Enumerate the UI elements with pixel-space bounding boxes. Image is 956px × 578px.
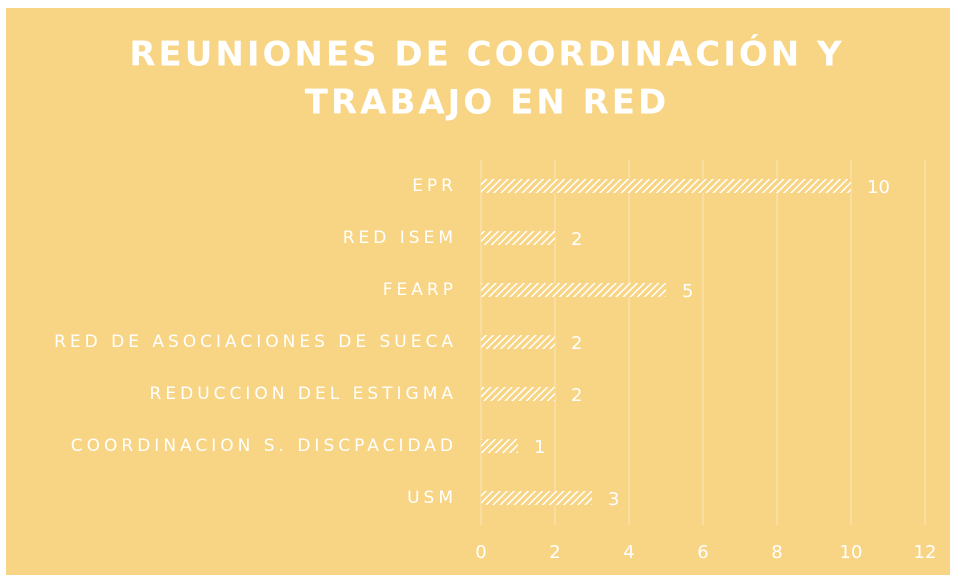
bar — [481, 179, 851, 193]
x-tick-label: 6 — [697, 542, 708, 563]
x-tick-label: 4 — [623, 542, 634, 563]
x-tick-label: 0 — [475, 542, 486, 563]
value-label: 5 — [682, 281, 693, 302]
chart-title: REUNIONES DE COORDINACIÓN Y — [129, 34, 844, 75]
x-tick-label: 10 — [840, 542, 863, 563]
x-tick-label: 2 — [549, 542, 560, 563]
bar — [481, 387, 555, 401]
y-tick-label: COORDINACION S. DISCPACIDAD — [71, 436, 457, 456]
y-tick-label: FEARP — [383, 280, 457, 300]
bar — [481, 439, 518, 453]
chart-title: TRABAJO EN RED — [305, 83, 669, 123]
bar — [481, 231, 555, 245]
value-label: 2 — [571, 333, 582, 354]
y-tick-label: RED ISEM — [343, 228, 457, 248]
bar — [481, 283, 666, 297]
panel — [6, 8, 950, 575]
bar — [481, 491, 592, 505]
value-label: 2 — [571, 385, 582, 406]
y-tick-label: RED DE ASOCIACIONES DE SUECA — [54, 332, 457, 352]
value-label: 1 — [534, 437, 545, 458]
x-tick-label: 8 — [771, 542, 782, 563]
value-label: 3 — [608, 489, 619, 510]
y-tick-label: REDUCCION DEL ESTIGMA — [150, 384, 457, 404]
value-label: 2 — [571, 229, 582, 250]
x-tick-label: 12 — [914, 542, 937, 563]
bar — [481, 335, 555, 349]
value-label: 10 — [867, 177, 890, 198]
y-tick-label: USM — [407, 488, 457, 508]
y-tick-label: EPR — [412, 176, 457, 196]
